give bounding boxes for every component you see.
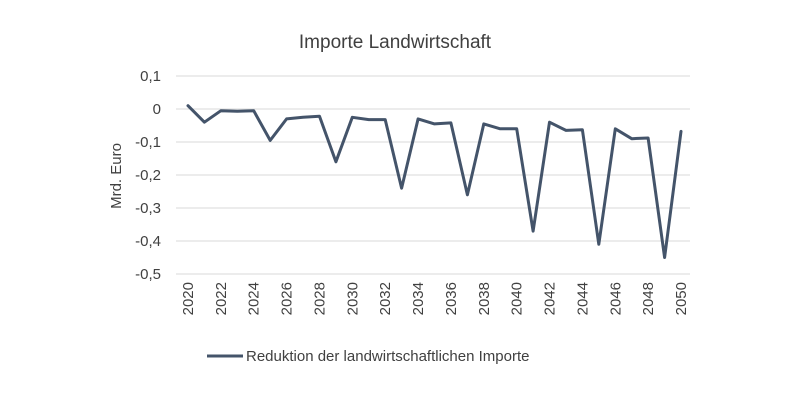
series-lines: [186, 104, 683, 259]
x-tick-label: 2028: [311, 282, 328, 315]
x-tick-label: 2040: [509, 282, 526, 315]
y-tick-label: 0: [153, 101, 161, 118]
x-tick-labels: 2020 2022 2024 2026 2028 2030 2032 2034 2036 2038…: [180, 282, 690, 315]
y-axis-label: Mrd. Euro: [108, 143, 125, 209]
chart-title: Importe Landwirtschaft: [299, 32, 492, 53]
x-tick-label: 2042: [542, 282, 559, 315]
x-tick-label: 2038: [476, 282, 493, 315]
y-tick-labels: 0,1 0 -0,1 -0,2 -0,3 -0,4 -0,5: [135, 68, 161, 283]
x-tick-label: 2022: [213, 282, 230, 315]
gridlines: [176, 75, 690, 275]
x-tick-label: 2032: [377, 282, 394, 315]
y-tick-label: 0,1: [140, 68, 161, 85]
y-tick-label: -0,3: [135, 200, 161, 217]
y-tick-label: -0,4: [135, 233, 161, 250]
y-tick-label: -0,5: [135, 266, 161, 283]
legend: Reduktion der landwirtschaftlichen Impor…: [207, 348, 529, 365]
x-tick-label: 2020: [180, 282, 197, 315]
x-tick-label: 2034: [410, 282, 427, 315]
x-tick-label: 2030: [344, 282, 361, 315]
x-tick-label: 2046: [607, 282, 624, 315]
y-tick-label: -0,1: [135, 134, 161, 151]
series-line: [186, 104, 683, 259]
y-tick-label: -0,2: [135, 167, 161, 184]
x-tick-label: 2044: [574, 282, 591, 315]
x-tick-label: 2024: [246, 282, 263, 315]
x-tick-label: 2050: [673, 282, 690, 315]
x-tick-label: 2026: [279, 282, 296, 315]
x-tick-label: 2036: [443, 282, 460, 315]
x-tick-label: 2048: [640, 282, 657, 315]
legend-label: Reduktion der landwirtschaftlichen Impor…: [246, 348, 529, 365]
